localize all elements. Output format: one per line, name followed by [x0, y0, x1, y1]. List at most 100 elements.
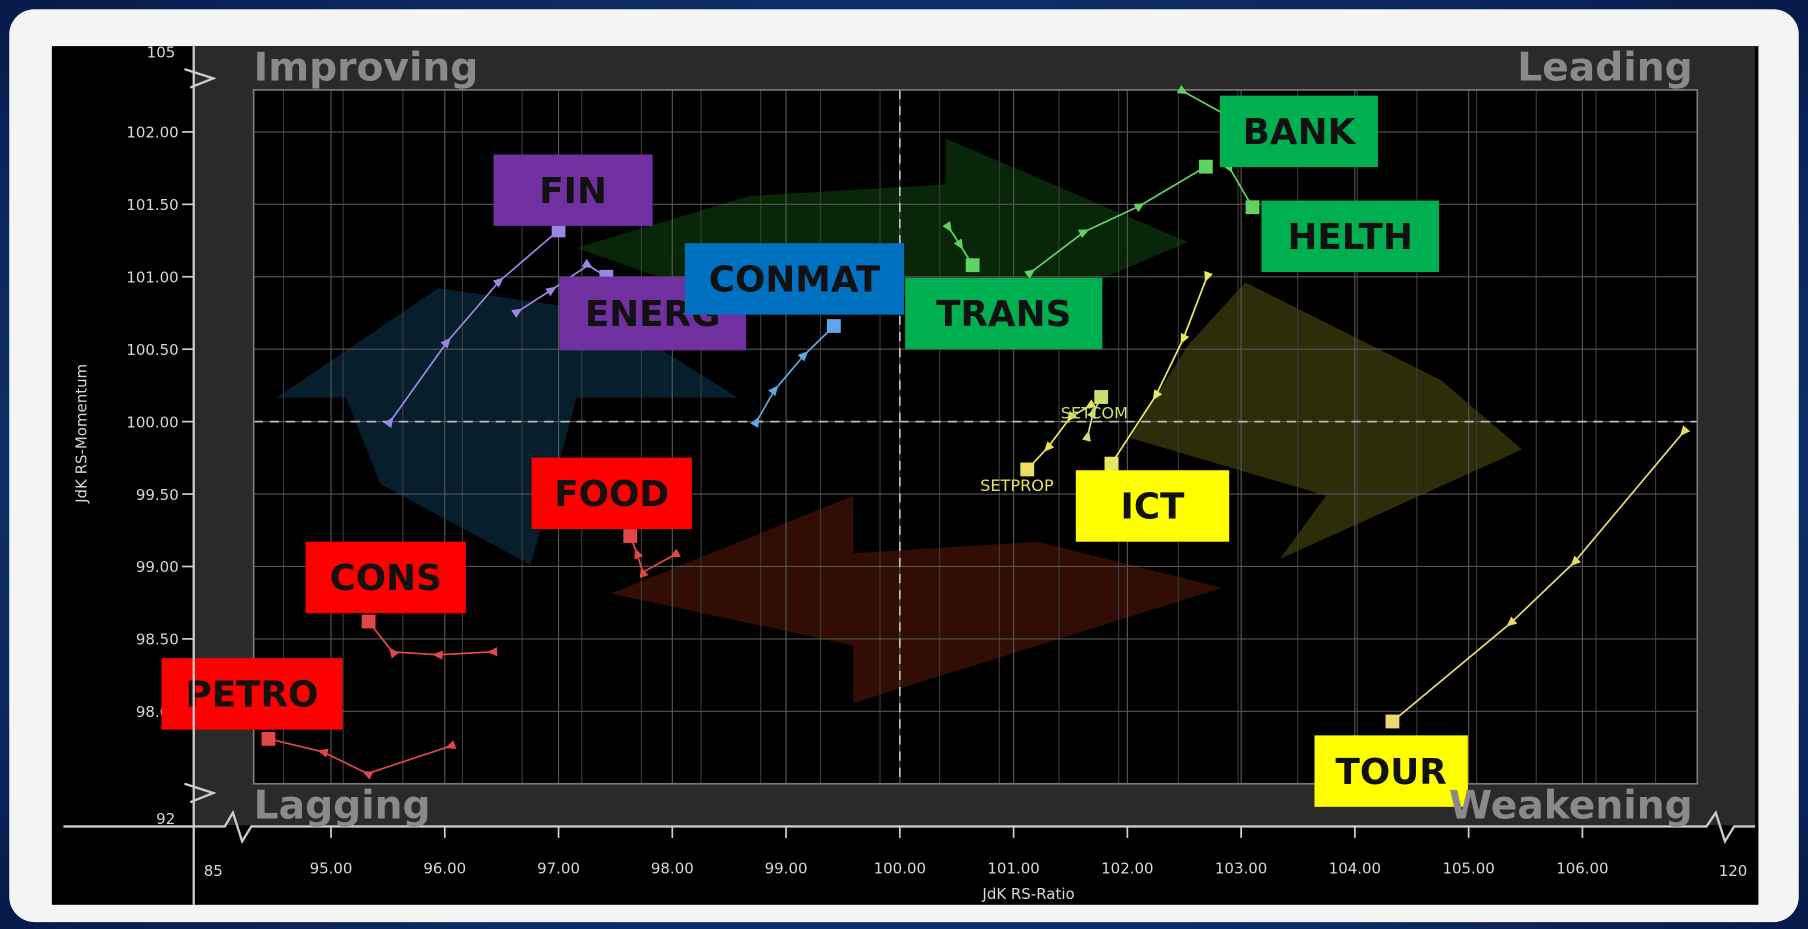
sector-label: CONS [330, 558, 442, 599]
trail-point [362, 771, 374, 780]
quadrant-label: Weakening [1449, 783, 1693, 828]
trail-point [1570, 555, 1581, 567]
trail-point [545, 286, 557, 297]
head-point [1020, 462, 1035, 477]
trail-line [1030, 165, 1207, 274]
trail-point [797, 350, 809, 362]
y-tick-label: 101.50 [126, 196, 178, 214]
x-tick-label: 103.00 [1215, 860, 1267, 878]
y-axis-end: 105 [147, 44, 176, 62]
sector-label: TRANS [936, 294, 1071, 335]
y-tick-label: 100.00 [126, 413, 178, 431]
trail-line [367, 620, 493, 656]
sector-label: TOUR [1336, 752, 1447, 793]
head-point [1094, 390, 1109, 404]
x-tick-label: 106.00 [1556, 860, 1608, 878]
head-point [1245, 200, 1260, 215]
quadrant-label: Leading [1517, 46, 1692, 91]
quadrant-label: Improving [254, 46, 479, 91]
head-point [826, 319, 841, 333]
head-point [965, 258, 980, 273]
sector-label-box [493, 154, 653, 226]
trail-point [492, 277, 504, 288]
sector-label-box [161, 658, 343, 730]
sector-label-box [684, 243, 904, 315]
trail-line [629, 535, 675, 574]
trail-line [1026, 404, 1091, 471]
sector-label-box [1219, 95, 1378, 168]
y-tick-label: 98.50 [136, 631, 179, 649]
x-axis-end: 120 [1719, 862, 1748, 880]
x-tick-label: 102.00 [1101, 860, 1153, 878]
point-label: SETPROP [980, 476, 1054, 495]
quadrant-label: Lagging [254, 783, 431, 828]
sector-label: BANK [1243, 112, 1357, 153]
sector-label: CONMAT [709, 260, 881, 301]
x-axis-title: JdK RS-Ratio [981, 885, 1074, 903]
y-axis-title: JdK RS-Momentum [72, 364, 90, 504]
trail-point [581, 258, 593, 269]
x-tick-label: 96.00 [423, 860, 466, 878]
trail-point [1081, 430, 1091, 442]
head-point [1104, 456, 1119, 471]
plot-border [252, 89, 1699, 785]
x-axis-line [63, 809, 1755, 845]
trail-point [768, 385, 779, 397]
y-axis-end: 92 [156, 810, 175, 828]
trail-point [639, 566, 649, 579]
trail-point [1679, 425, 1691, 437]
trail-point [511, 308, 523, 318]
x-tick-label: 97.00 [537, 860, 580, 878]
trail-line [1391, 431, 1685, 723]
head-point [1385, 714, 1400, 729]
trail-point [953, 238, 964, 250]
label-layer: FINENERGCONMATTRANSBANKHELTHICTSETCOMSET… [161, 95, 1468, 807]
y-tick-label: 99.50 [136, 486, 179, 504]
trail-point [1087, 407, 1096, 420]
trail-point [634, 548, 644, 560]
trail-point [317, 748, 329, 758]
head-point [551, 223, 566, 238]
trail-point [750, 416, 760, 428]
trail-line [389, 229, 560, 423]
y-tick-label: 102.00 [126, 124, 178, 142]
sector-label: ICT [1121, 487, 1186, 528]
trail-point [1180, 332, 1190, 345]
point-label: SETCOM [1061, 403, 1128, 422]
trail-point [669, 548, 681, 558]
trail-point [1204, 270, 1213, 283]
sector-label: FIN [539, 171, 607, 212]
trail-point [1152, 389, 1163, 401]
trail-point [1043, 441, 1055, 452]
trail-point [1084, 399, 1097, 409]
x-tick-label: 101.00 [987, 860, 1039, 878]
head-point [1198, 159, 1213, 174]
x-axis-end: 85 [204, 862, 223, 880]
head-point [261, 731, 276, 746]
sector-label: PETRO [186, 675, 319, 716]
sector-label-box [905, 277, 1103, 350]
trail-point [432, 650, 443, 660]
sector-label-box [305, 541, 466, 614]
sector-label-box [1314, 735, 1468, 807]
y-tick-label: 101.00 [126, 269, 178, 287]
x-tick-label: 100.00 [874, 860, 926, 878]
sector-label-box [1075, 470, 1230, 542]
head-point [361, 614, 376, 629]
trail-line [268, 737, 451, 775]
trail-point [1077, 229, 1090, 238]
sector-label: HELTH [1288, 217, 1413, 258]
trail-point [388, 647, 399, 659]
trail-point [1024, 268, 1036, 279]
trail-point [440, 337, 451, 349]
y-tick-label: 99.00 [136, 558, 179, 576]
trail-point [486, 647, 498, 657]
sector-label: FOOD [554, 474, 669, 515]
sector-label-box [531, 457, 692, 530]
trail-point [445, 740, 457, 750]
y-tick-label: 100.50 [126, 341, 178, 359]
trail-point [1067, 410, 1077, 422]
x-tick-label: 99.00 [765, 860, 808, 878]
